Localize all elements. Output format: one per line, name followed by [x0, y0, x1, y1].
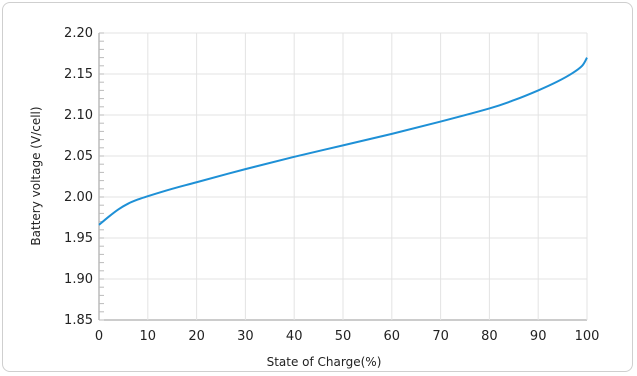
- grid-lines: [99, 32, 588, 320]
- x-tick-label: 0: [95, 329, 103, 344]
- chart-frame: [2, 2, 633, 372]
- series-line: [98, 57, 588, 226]
- x-tick-label: 40: [286, 329, 303, 344]
- y-tick-label: 2.05: [64, 149, 93, 164]
- x-axis-label: State of Charge(%): [267, 355, 382, 369]
- y-tick-label: 1.95: [64, 231, 93, 246]
- x-tick-labels: 0 10 20 30 40 50 60 70 80 90 100: [95, 329, 600, 344]
- x-tick-label: 60: [384, 329, 401, 344]
- x-tick-label: 100: [575, 329, 600, 344]
- y-tick-label: 2.00: [64, 190, 93, 205]
- y-tick-labels: 2.20 2.15 2.10 2.05 2.00 1.95 1.90 1.85: [64, 26, 93, 328]
- y-tick-label: 1.85: [64, 313, 93, 328]
- minor-ticks: [99, 32, 104, 321]
- x-tick-label: 50: [335, 329, 352, 344]
- y-tick-label: 2.15: [64, 67, 93, 82]
- y-axis-label: Battery voltage (V/cell): [29, 106, 43, 245]
- x-tick-label: 80: [481, 329, 498, 344]
- x-tick-label: 70: [432, 329, 449, 344]
- x-tick-label: 30: [237, 329, 254, 344]
- x-tick-label: 10: [140, 329, 157, 344]
- x-tick-label: 90: [530, 329, 547, 344]
- y-tick-label: 2.20: [64, 26, 93, 41]
- y-tick-label: 1.90: [64, 272, 93, 287]
- y-tick-label: 2.10: [64, 108, 93, 123]
- x-tick-label: 20: [188, 329, 205, 344]
